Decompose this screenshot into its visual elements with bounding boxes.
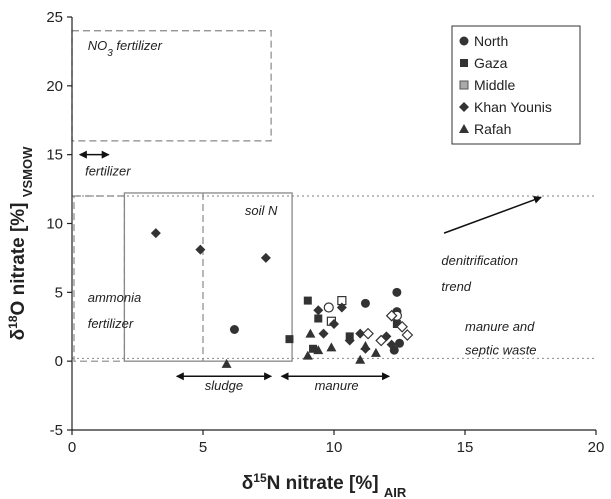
y-tick-label: 25 [46, 9, 63, 26]
legend-marker-middle [459, 80, 469, 90]
x-tick-label: 15 [457, 439, 474, 456]
khan-younis-point [329, 318, 339, 329]
khan-younis-point [313, 305, 324, 316]
rafah-point [326, 342, 337, 352]
khan-younis-point [355, 328, 366, 339]
legend-label-khan-younis: Khan Younis [474, 99, 552, 115]
rafah-point [313, 345, 324, 355]
annotations: NO3 fertilizer fertilizer soil N ammonia fer… [78, 38, 542, 393]
x-tick-label: 5 [199, 439, 207, 456]
y-tick-label: 5 [55, 284, 63, 301]
rafah-point [305, 328, 316, 338]
x-tick-label: 0 [68, 439, 76, 456]
ammonia-label-line1: ammonia [88, 290, 141, 305]
legend-label-gaza: Gaza [474, 55, 508, 71]
khan-younis-point [150, 228, 161, 239]
north-open-point [323, 302, 334, 313]
khan-younis-open-point [385, 309, 398, 322]
manure-septic-label-line2: septic waste [465, 342, 537, 357]
manure-septic-label-line1: manure and [465, 319, 535, 334]
gaza-point [309, 344, 318, 353]
y-tick-label: 10 [46, 216, 63, 233]
khan-younis-open-point [396, 320, 408, 333]
legend-label-rafah: Rafah [474, 121, 511, 137]
khan-younis-point [260, 252, 271, 263]
north-point [360, 298, 370, 308]
denitrification-trend-arrow [443, 196, 542, 234]
legend-label-north: North [474, 33, 508, 49]
region-guides [71, 30, 596, 362]
khan-younis-point [318, 328, 329, 339]
gaza-point [303, 296, 312, 305]
khan-younis-open-point [401, 329, 414, 341]
rafah-point [355, 354, 366, 364]
axes: -5 0 5 10 15 20 25 0 5 10 15 20 δ15N nitrate [%] AIR… [6, 9, 604, 499]
legend-marker-rafah [459, 124, 469, 133]
rafah-point [302, 350, 313, 360]
y-tick-label: -5 [50, 422, 63, 439]
x-tick-label: 20 [588, 439, 605, 456]
y-axis-title: δ18O nitrate [%] VSMOW [6, 146, 35, 340]
manure-label: manure [315, 378, 359, 393]
khan-younis-point [386, 339, 397, 350]
x-tick-label: 10 [326, 439, 343, 456]
khan-younis-point [336, 302, 347, 313]
soil-n-label: soil N [245, 203, 278, 218]
north-point [392, 287, 402, 297]
ammonia-fertilizer-region [73, 195, 126, 362]
data-points [150, 228, 414, 368]
khan-younis-open-point [362, 327, 374, 340]
legend: North Gaza Middle Khan Younis Rafah [451, 25, 581, 145]
gaza-point [285, 335, 294, 344]
legend-marker-khan-younis [459, 102, 469, 112]
gaza-point [392, 319, 401, 328]
legend-box [451, 25, 581, 145]
rafah-point [221, 358, 232, 368]
north-point [395, 338, 404, 348]
legend-marker-gaza [460, 59, 468, 67]
denitrification-label-line1: denitrification [441, 253, 518, 268]
y-tick-label: 20 [46, 78, 63, 95]
north-point [229, 325, 239, 335]
no3-fertilizer-label: NO3 fertilizer [88, 38, 163, 59]
khan-younis-point [195, 244, 206, 255]
rafah-point [360, 341, 371, 351]
y-tick-label: 0 [55, 353, 63, 370]
soil-n-region [123, 192, 293, 362]
khan-younis-point [344, 335, 355, 346]
rafah-point [370, 347, 381, 357]
y-tick-label: 15 [46, 147, 63, 164]
sludge-label: sludge [205, 378, 243, 393]
denitrification-label-line2: trend [441, 279, 471, 294]
gaza-point [314, 314, 323, 323]
khan-younis-open-point [375, 334, 388, 347]
legend-label-middle: Middle [474, 77, 515, 93]
fertilizer-label: fertilizer [85, 163, 131, 178]
legend-marker-north [459, 36, 469, 46]
ammonia-label-line2: fertilizer [88, 316, 134, 331]
x-axis-title: δ15N nitrate [%] AIR [242, 471, 407, 499]
